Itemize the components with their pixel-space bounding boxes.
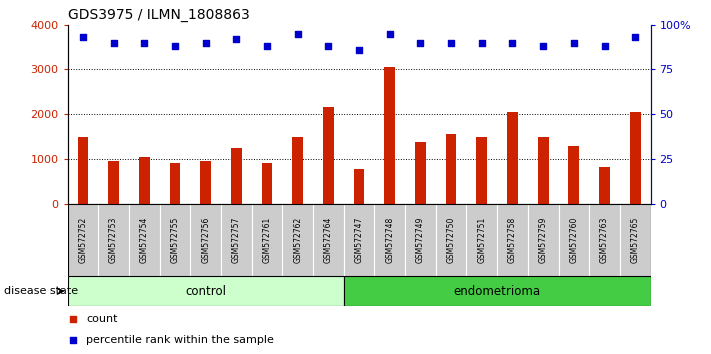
Point xyxy=(599,44,610,49)
Point xyxy=(323,44,334,49)
Bar xyxy=(569,146,579,204)
Bar xyxy=(68,276,343,306)
Point xyxy=(68,337,79,343)
Bar xyxy=(252,204,282,276)
Point xyxy=(200,40,211,45)
Text: GSM572754: GSM572754 xyxy=(140,217,149,263)
Text: GSM572763: GSM572763 xyxy=(600,217,609,263)
Bar xyxy=(446,134,456,204)
Text: GSM572756: GSM572756 xyxy=(201,217,210,263)
Text: endometrioma: endometrioma xyxy=(454,285,540,298)
Text: percentile rank within the sample: percentile rank within the sample xyxy=(86,335,274,345)
Bar xyxy=(323,108,333,204)
Bar xyxy=(405,204,436,276)
Point xyxy=(353,47,365,53)
Bar xyxy=(436,204,466,276)
Text: GSM572752: GSM572752 xyxy=(78,217,87,263)
Text: GSM572753: GSM572753 xyxy=(109,217,118,263)
Bar xyxy=(589,204,620,276)
Bar xyxy=(538,137,549,204)
Point xyxy=(538,44,549,49)
Point xyxy=(77,34,89,40)
Bar xyxy=(415,142,426,204)
Bar xyxy=(170,163,181,204)
Text: GSM572755: GSM572755 xyxy=(171,217,179,263)
Point xyxy=(262,44,273,49)
Bar xyxy=(191,204,221,276)
Bar xyxy=(343,276,651,306)
Bar xyxy=(139,156,149,204)
Point xyxy=(68,316,79,321)
Text: GSM572762: GSM572762 xyxy=(293,217,302,263)
Bar xyxy=(353,169,365,204)
Point xyxy=(292,31,304,36)
Bar xyxy=(313,204,343,276)
Text: GSM572749: GSM572749 xyxy=(416,217,425,263)
Text: GSM572758: GSM572758 xyxy=(508,217,517,263)
Point xyxy=(384,31,395,36)
Bar xyxy=(385,67,395,204)
Text: GSM572765: GSM572765 xyxy=(631,217,640,263)
Bar xyxy=(108,161,119,204)
Text: GSM572761: GSM572761 xyxy=(262,217,272,263)
Bar xyxy=(466,204,497,276)
Bar xyxy=(129,204,159,276)
Text: GSM572750: GSM572750 xyxy=(447,217,456,263)
Bar xyxy=(559,204,589,276)
Point xyxy=(445,40,456,45)
Point xyxy=(139,40,150,45)
Point xyxy=(507,40,518,45)
Bar xyxy=(282,204,313,276)
Text: GDS3975 / ILMN_1808863: GDS3975 / ILMN_1808863 xyxy=(68,8,250,22)
Bar xyxy=(620,204,651,276)
Point xyxy=(629,34,641,40)
Bar xyxy=(221,204,252,276)
Bar xyxy=(497,204,528,276)
Point xyxy=(169,44,181,49)
Text: GSM572751: GSM572751 xyxy=(477,217,486,263)
Bar xyxy=(292,137,303,204)
Bar xyxy=(599,167,610,204)
Text: GSM572764: GSM572764 xyxy=(324,217,333,263)
Bar xyxy=(507,112,518,204)
Bar xyxy=(201,161,211,204)
Point xyxy=(476,40,488,45)
Bar xyxy=(528,204,559,276)
Bar xyxy=(262,163,272,204)
Bar xyxy=(159,204,191,276)
Point xyxy=(415,40,426,45)
Text: control: control xyxy=(185,285,226,298)
Point xyxy=(108,40,119,45)
Bar xyxy=(68,204,98,276)
Text: GSM572747: GSM572747 xyxy=(355,217,363,263)
Text: GSM572760: GSM572760 xyxy=(570,217,578,263)
Bar xyxy=(476,137,487,204)
Bar xyxy=(98,204,129,276)
Bar xyxy=(77,137,88,204)
Text: disease state: disease state xyxy=(4,286,77,296)
Text: count: count xyxy=(86,314,118,324)
Bar xyxy=(231,148,242,204)
Bar xyxy=(630,112,641,204)
Point xyxy=(568,40,579,45)
Bar xyxy=(375,204,405,276)
Text: GSM572748: GSM572748 xyxy=(385,217,394,263)
Bar xyxy=(343,204,375,276)
Text: GSM572757: GSM572757 xyxy=(232,217,241,263)
Point xyxy=(230,36,242,42)
Text: GSM572759: GSM572759 xyxy=(539,217,547,263)
